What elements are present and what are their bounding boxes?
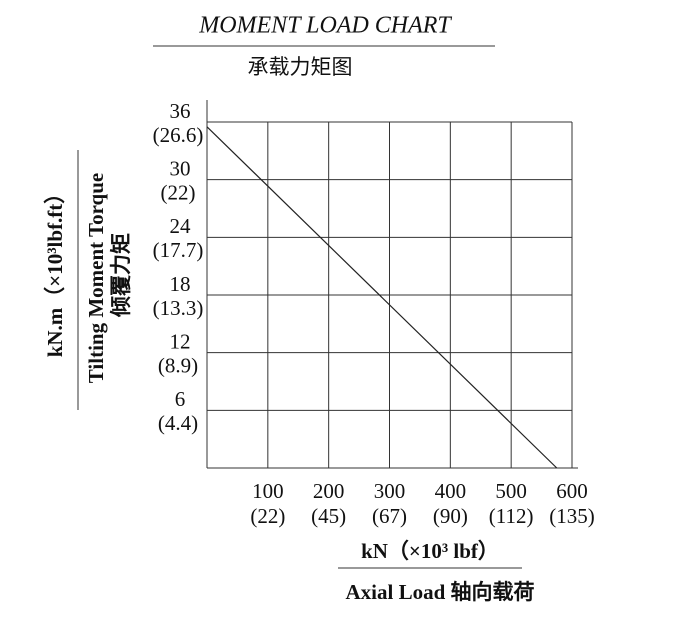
x-tick-label: 600 bbox=[556, 479, 588, 503]
y-tick-label: 36 bbox=[170, 99, 191, 123]
x-tick-label-lbf: (22) bbox=[250, 504, 285, 528]
x-tick-label-lbf: (67) bbox=[372, 504, 407, 528]
x-tick-label-lbf: (90) bbox=[433, 504, 468, 528]
moment-line bbox=[206, 126, 558, 469]
x-tick-label: 200 bbox=[313, 479, 345, 503]
y-tick-label: 6 bbox=[175, 387, 186, 411]
y-tick-label: 24 bbox=[170, 214, 192, 238]
y-tick-label-lbf: (8.9) bbox=[158, 353, 198, 377]
y-tick-label-lbf: (4.4) bbox=[158, 411, 198, 435]
x-tick-label: 400 bbox=[435, 479, 467, 503]
x-tick-label-lbf: (112) bbox=[489, 504, 534, 528]
y-tick-label: 30 bbox=[170, 156, 191, 180]
x-tick-label-lbf: (135) bbox=[549, 504, 595, 528]
y-axis-label-2: Tilting Moment Torque bbox=[84, 173, 108, 383]
y-tick-label-lbf: (26.6) bbox=[153, 123, 204, 147]
chart-title: MOMENT LOAD CHART bbox=[198, 13, 452, 39]
y-tick-label: 18 bbox=[170, 272, 191, 296]
x-axis-label: kN（×10³ lbf） bbox=[361, 539, 499, 563]
x-axis-label-2: Axial Load 轴向载荷 bbox=[345, 580, 534, 604]
x-tick-label: 100 bbox=[252, 479, 284, 503]
x-tick-label: 500 bbox=[495, 479, 527, 503]
x-tick-label: 300 bbox=[374, 479, 406, 503]
y-tick-label-lbf: (17.7) bbox=[153, 238, 204, 262]
y-tick-label: 12 bbox=[170, 329, 191, 353]
chart-subtitle: 承载力矩图 bbox=[248, 55, 353, 79]
y-axis-label-3: 倾覆力矩 bbox=[109, 233, 133, 318]
y-tick-label-lbf: (13.3) bbox=[153, 296, 204, 320]
y-tick-label-lbf: (22) bbox=[161, 180, 196, 204]
y-axis-label: kN.m（×10³lbf.ft） bbox=[43, 183, 67, 358]
x-tick-label-lbf: (45) bbox=[311, 504, 346, 528]
